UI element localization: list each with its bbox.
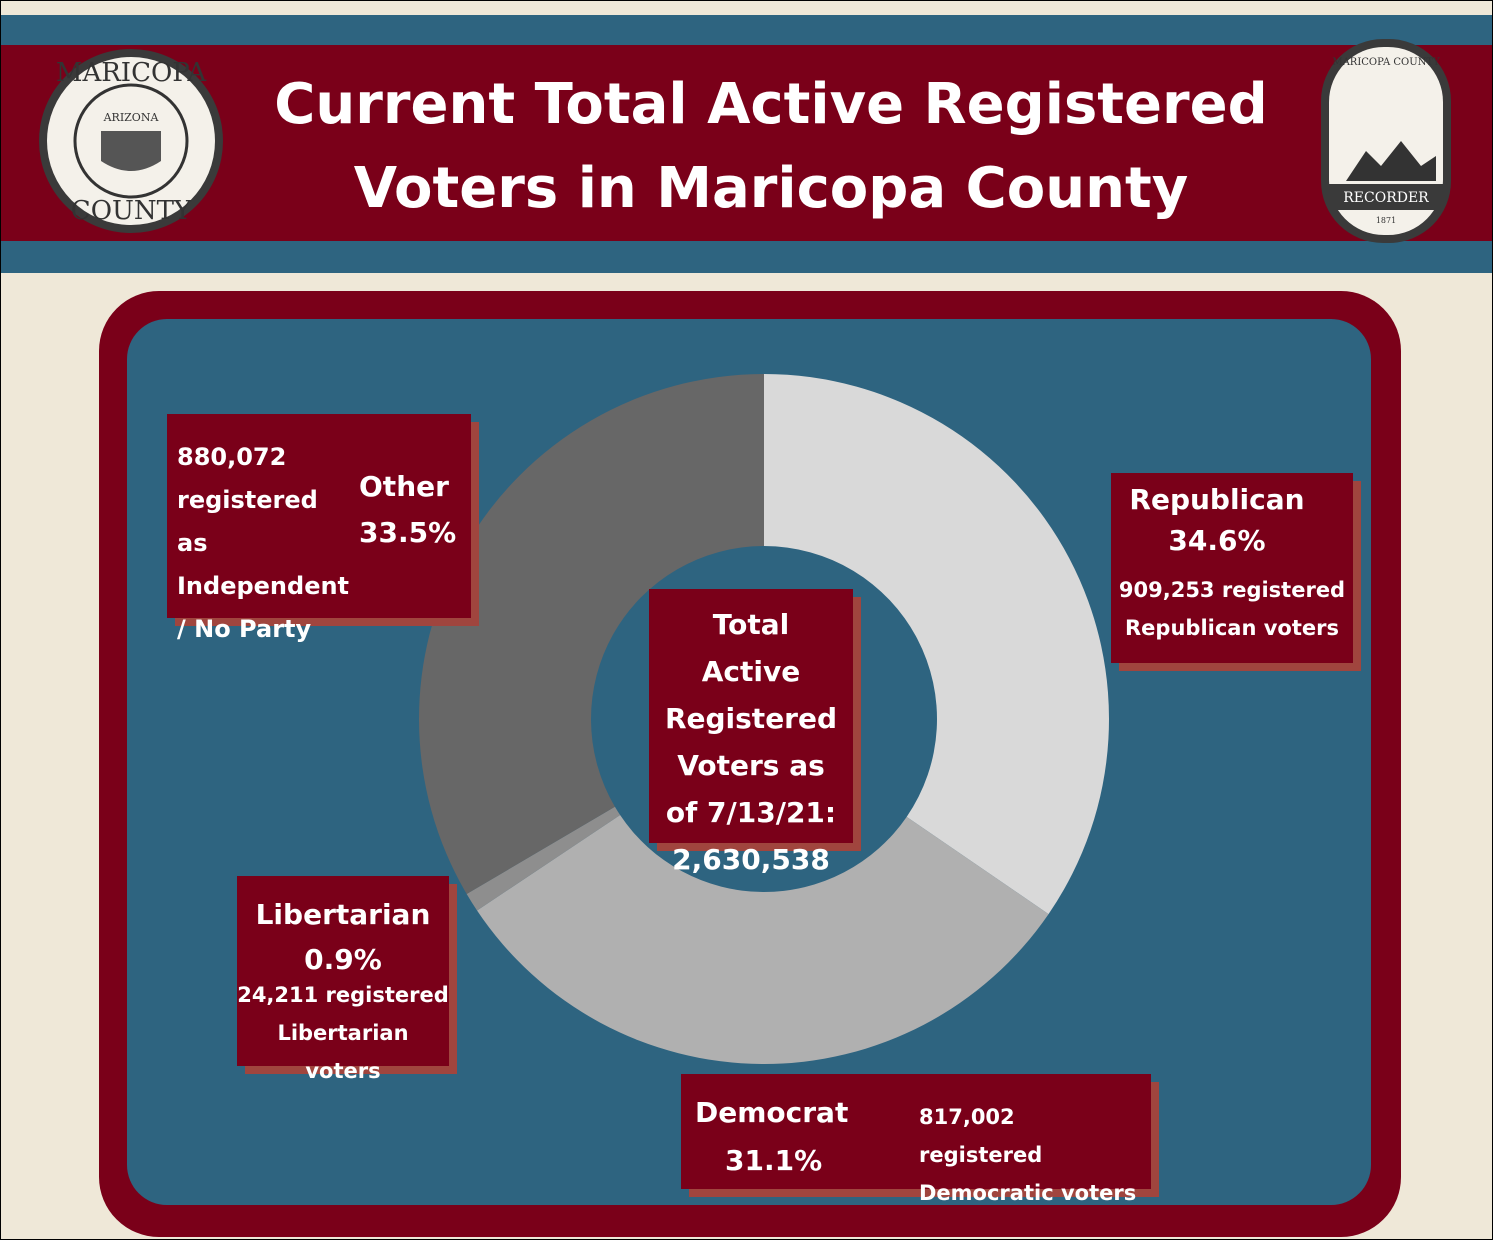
donut-slice: [418, 374, 764, 894]
value-label: 0.9%: [304, 943, 382, 976]
label-box: Libertarian 0.9% 24,211 registered Liber…: [237, 876, 449, 1083]
seal-text: MARICOPA: [56, 58, 208, 88]
category-label: Democrat: [695, 1096, 849, 1129]
description: 817,002 registered Democratic voters: [919, 1105, 1137, 1205]
seal: [73, 83, 189, 199]
category-label: Libertarian: [255, 898, 431, 931]
description: 24,211 registered Libertarian voters: [237, 983, 449, 1083]
seal-text: 1871: [1376, 216, 1396, 225]
seal-text: ARIZONA: [103, 111, 160, 124]
donut-slice: [764, 374, 1110, 915]
recorder-skyline: [1346, 141, 1436, 181]
label-box: Republican 34.6% 909,253 registered Repu…: [1111, 473, 1353, 663]
donut-slice: [477, 815, 1049, 1065]
value-label: 31.1%: [725, 1144, 823, 1177]
donut-slice: [466, 806, 621, 911]
seal-shield: [101, 131, 161, 171]
label-box: 880,072 registered as Independent / No P…: [167, 414, 471, 643]
seal-text: RECORDER: [1343, 190, 1429, 206]
seal-text: MARICOPA COUNTY: [1332, 57, 1440, 68]
chart-title: Current Total Active Registered Voters i…: [274, 72, 1268, 221]
center-label: Total Active Registered Voters as of 7/1…: [649, 589, 853, 876]
description: 880,072 registered as Independent / No P…: [177, 443, 350, 643]
category-label: Other: [359, 470, 449, 503]
value-label: 33.5%: [359, 516, 457, 549]
recorder-band: [1329, 184, 1443, 210]
header: [1, 45, 1492, 241]
value-label: 34.6%: [1168, 524, 1266, 557]
description: 909,253 registered Republican voters: [1118, 578, 1346, 640]
seal-text: COUNTY: [71, 196, 192, 226]
category-label: Republican: [1129, 483, 1305, 516]
label-box: Democrat 31.1% 817,002 registered Democr…: [681, 1074, 1151, 1205]
